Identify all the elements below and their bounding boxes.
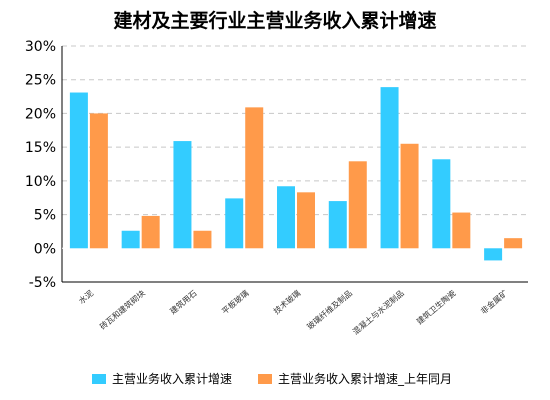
legend-swatch-prior <box>258 373 273 384</box>
bar-current <box>173 141 192 249</box>
chart-title: 建材及主要行业主营业务收入累计增速 <box>113 10 437 32</box>
bar-prior <box>452 212 471 249</box>
y-tick-label: 30% <box>25 39 56 55</box>
y-tick-label: 20% <box>25 106 56 122</box>
legend-item-prior: 主营业务收入累计增速_上年同月 <box>258 370 452 387</box>
y-tick-label: 25% <box>25 73 56 89</box>
bar-prior <box>348 161 367 249</box>
x-tick-label: 混凝土与水泥制品 <box>350 288 405 337</box>
bar-current <box>328 201 347 249</box>
bar-current <box>484 248 503 261</box>
x-tick-label: 水泥 <box>76 288 95 306</box>
x-tick-label: 玻璃纤维及制品 <box>305 288 354 332</box>
legend-swatch-current <box>92 373 106 384</box>
bar-prior <box>89 113 108 249</box>
y-tick-label: 15% <box>25 140 56 156</box>
bar-prior <box>504 238 523 249</box>
bar-current <box>225 198 244 249</box>
legend-label-current: 主营业务收入累计增速 <box>112 372 233 386</box>
bar-current <box>277 186 295 249</box>
legend-item-current: 主营业务收入累计增速 <box>92 370 232 387</box>
bar-prior <box>245 107 264 249</box>
bar-prior <box>400 143 419 249</box>
bar-prior <box>297 192 315 249</box>
y-tick-label: 10% <box>25 174 56 190</box>
bar-current <box>380 87 399 249</box>
y-tick-label: 5% <box>34 208 56 224</box>
y-tick-label: 0% <box>34 241 56 257</box>
x-tick-label: 平板玻璃 <box>220 288 251 316</box>
x-tick-label: 砖瓦和建筑砌块 <box>98 288 147 332</box>
bar-current <box>121 230 140 249</box>
legend: 主营业务收入累计增速 主营业务收入累计增速_上年同月 <box>92 370 452 387</box>
x-tick-label: 非金属矿 <box>478 288 509 316</box>
x-tick-label: 建筑用石 <box>168 288 199 316</box>
x-tick-label: 建筑卫生陶瓷 <box>414 288 457 327</box>
bar-current <box>69 92 88 249</box>
bar-current <box>432 159 451 249</box>
bar-prior <box>141 215 160 249</box>
x-tick-label: 技术玻璃 <box>271 288 302 316</box>
bar-prior <box>193 230 212 249</box>
legend-label-prior: 主营业务收入累计增速_上年同月 <box>278 372 453 386</box>
y-tick-label: -5% <box>29 275 56 291</box>
